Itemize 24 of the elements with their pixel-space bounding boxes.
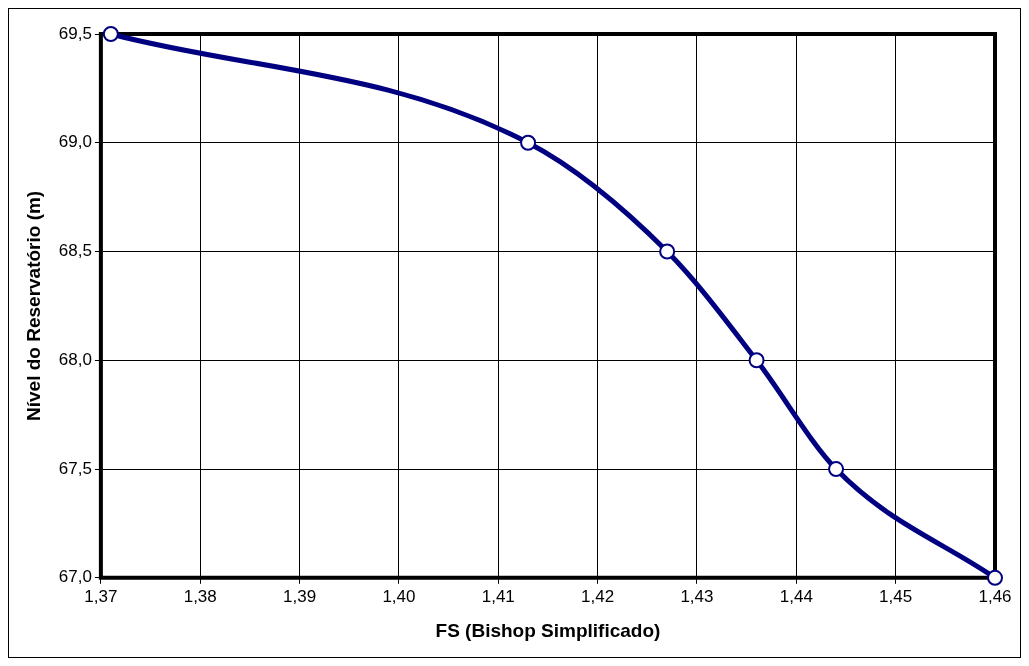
x-tick-label: 1,46 xyxy=(978,586,1012,606)
y-tick-label: 69,5 xyxy=(58,23,92,43)
y-tick-label: 67,5 xyxy=(58,458,92,478)
x-axis-title: FS (Bishop Simplificado) xyxy=(435,619,661,641)
point xyxy=(520,134,537,151)
x-tick-label: 1,43 xyxy=(680,586,714,606)
x-tick-label: 1,41 xyxy=(481,586,515,606)
x-tick-label: 1,42 xyxy=(581,586,615,606)
x-tick-label: 1,39 xyxy=(283,586,317,606)
point xyxy=(659,243,676,260)
x-tick-label: 1,44 xyxy=(779,586,813,606)
x-tick-label: 1,37 xyxy=(84,586,118,606)
y-tick-label: 68,5 xyxy=(58,241,92,261)
point xyxy=(987,569,1003,586)
point xyxy=(828,461,845,478)
point xyxy=(102,26,119,42)
x-tick-label: 1,38 xyxy=(183,586,217,606)
point xyxy=(748,352,765,369)
x-tick-label: 1,40 xyxy=(382,586,416,606)
y-tick-label: 67,0 xyxy=(58,567,92,587)
y-tick-label: 68,0 xyxy=(58,349,92,369)
y-tick-label: 69,0 xyxy=(58,132,92,152)
y-axis-title: Nível do Reservatório (m) xyxy=(22,190,44,421)
x-tick-label: 1,45 xyxy=(879,586,913,606)
